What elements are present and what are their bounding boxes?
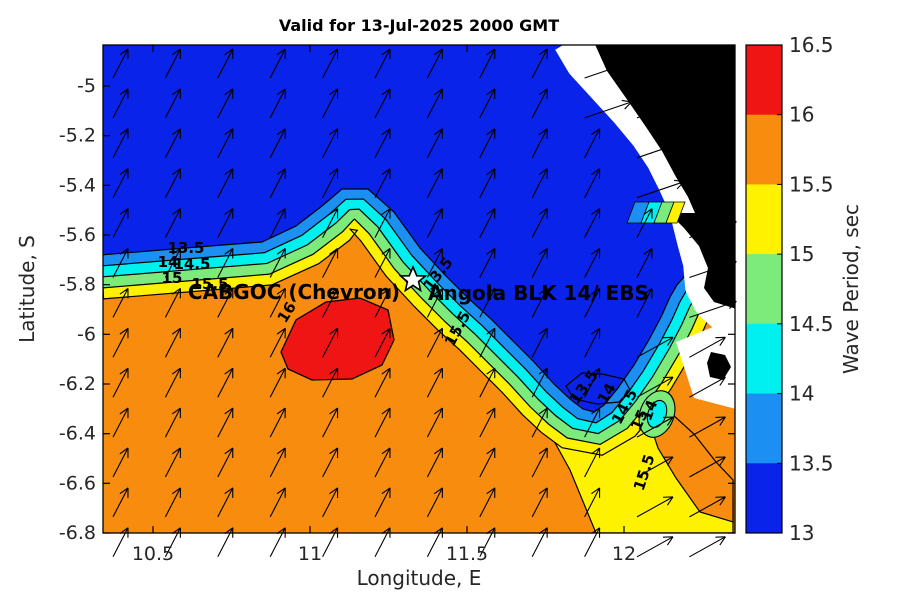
plot-title: Valid for 13-Jul-2025 2000 GMT — [279, 16, 559, 35]
y-tick-label: -6.6 — [59, 472, 96, 494]
y-tick-label: -5.8 — [59, 274, 96, 296]
y-tick-label: -6.8 — [59, 522, 96, 544]
x-tick-label: 10.5 — [132, 543, 174, 565]
colorbar-tick-label: 16 — [789, 103, 814, 127]
colorbar-label: Wave Period, sec — [839, 204, 863, 374]
quiver-arrow — [689, 537, 725, 557]
y-tick-label: -6.4 — [59, 423, 96, 445]
colorbar-band — [746, 463, 782, 533]
quiver-arrow — [637, 537, 673, 557]
colorbar-tick-label: 13 — [789, 521, 814, 545]
y-tick-label: -5 — [77, 75, 96, 97]
y-axis-label: Latitude, S — [15, 235, 39, 343]
x-tick-label: 11 — [298, 543, 322, 565]
station-label-angola-blk14: Angola BLK 14/ EBS — [428, 281, 649, 305]
y-tick-label: -5.2 — [59, 125, 96, 147]
colorbar-band — [746, 115, 782, 185]
colorbar-band — [746, 324, 782, 394]
y-tick-label: -5.6 — [59, 224, 96, 246]
colorbar: 16.5 16 15.5 15 14.5 14 13.5 13 — [746, 33, 834, 545]
colorbar-tick-label: 14.5 — [789, 312, 834, 336]
x-tick-label: 11.5 — [446, 543, 488, 565]
colorbar-band — [746, 45, 782, 115]
arrow-shaft — [637, 537, 673, 557]
station-label-cabgoc: CABGOC (Chevron) — [188, 280, 400, 304]
y-tick-label: -5.4 — [59, 174, 96, 196]
colorbar-tick-label: 15.5 — [789, 172, 834, 196]
contour-label: 15 — [162, 269, 183, 287]
arrow-shaft — [689, 537, 725, 557]
colorbar-tick-label: 14 — [789, 382, 814, 406]
x-axis-label: Longitude, E — [357, 566, 482, 590]
colorbar-tick-label: 15 — [789, 242, 814, 266]
colorbar-band — [746, 254, 782, 324]
colorbar-band — [746, 394, 782, 464]
x-tick-label: 12 — [612, 543, 636, 565]
colorbar-band — [746, 184, 782, 254]
y-tick-label: -6 — [77, 323, 96, 345]
colorbar-tick-label: 13.5 — [789, 451, 834, 475]
y-tick-label: -6.2 — [59, 373, 96, 395]
colorbar-tick-label: 16.5 — [789, 33, 834, 57]
